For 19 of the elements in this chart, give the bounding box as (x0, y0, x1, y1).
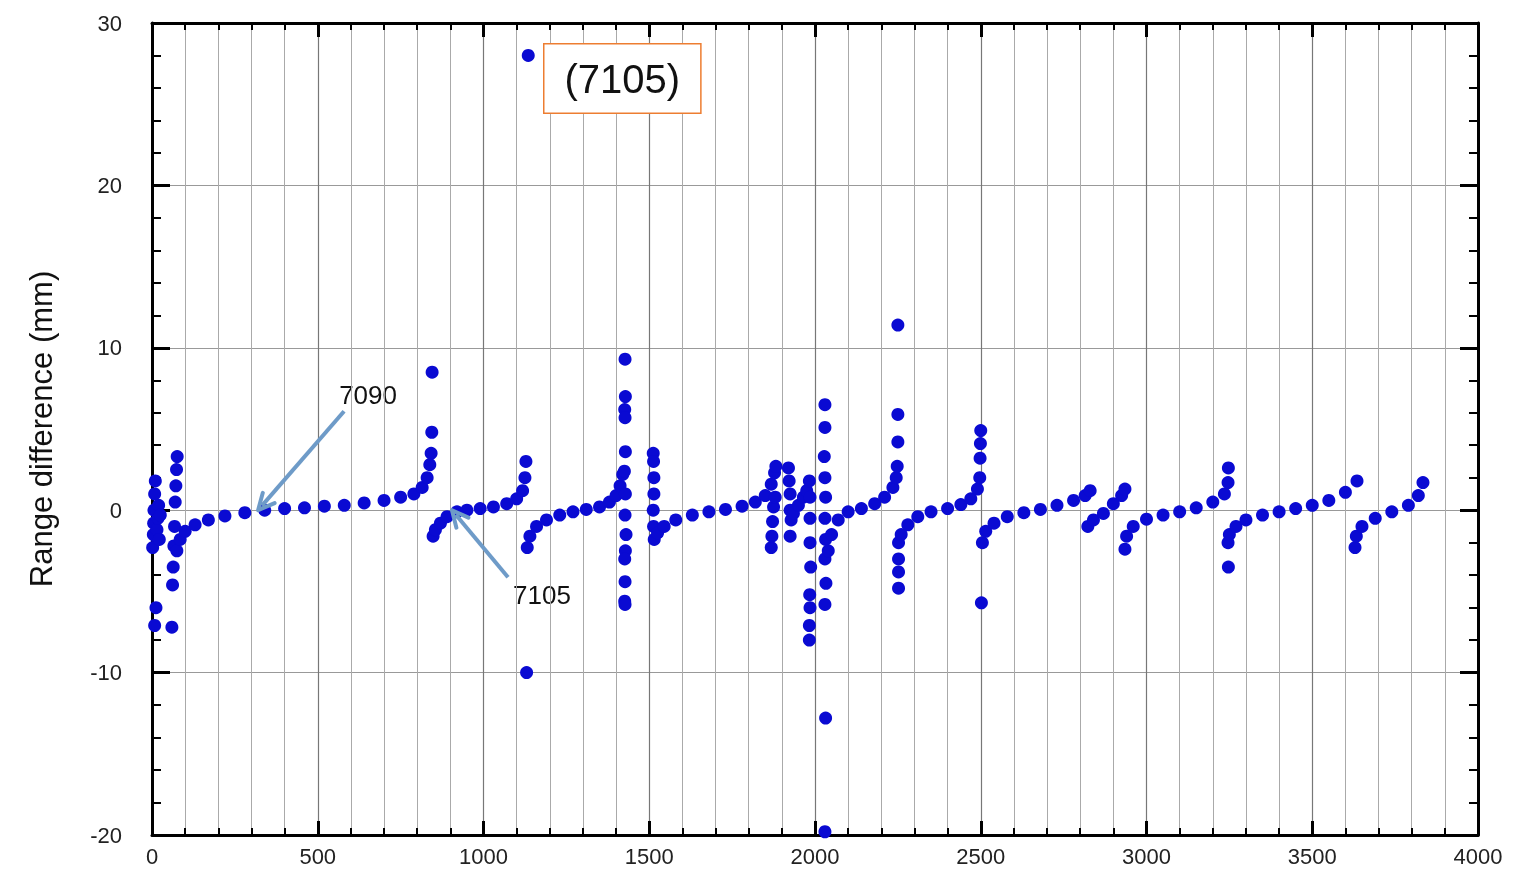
y-tick-label: 30 (97, 10, 122, 36)
annotation: 7090 (339, 380, 397, 411)
x-tick-label: 3500 (1287, 843, 1337, 869)
y-tick-label: 0 (109, 497, 122, 523)
x-tick-label: 3000 (1122, 843, 1171, 869)
x-tick-label: 500 (299, 843, 337, 869)
x-tick-label: 1000 (459, 843, 508, 869)
x-tick-label: 1500 (624, 843, 674, 869)
y-axis-title: Range difference (mm) (24, 270, 59, 588)
x-tick-label: 4000 (1453, 843, 1503, 869)
annotation: (7105) (564, 56, 681, 101)
x-tick-label: 0 (145, 843, 159, 869)
y-tick-label: -10 (90, 660, 122, 686)
x-tick-label: 2000 (790, 843, 840, 869)
annotation: 7105 (513, 580, 571, 611)
y-tick-label: 20 (97, 172, 122, 198)
y-tick-label: -20 (90, 822, 122, 848)
x-tick-label: 2500 (956, 843, 1006, 869)
y-tick-label: 10 (97, 335, 122, 361)
